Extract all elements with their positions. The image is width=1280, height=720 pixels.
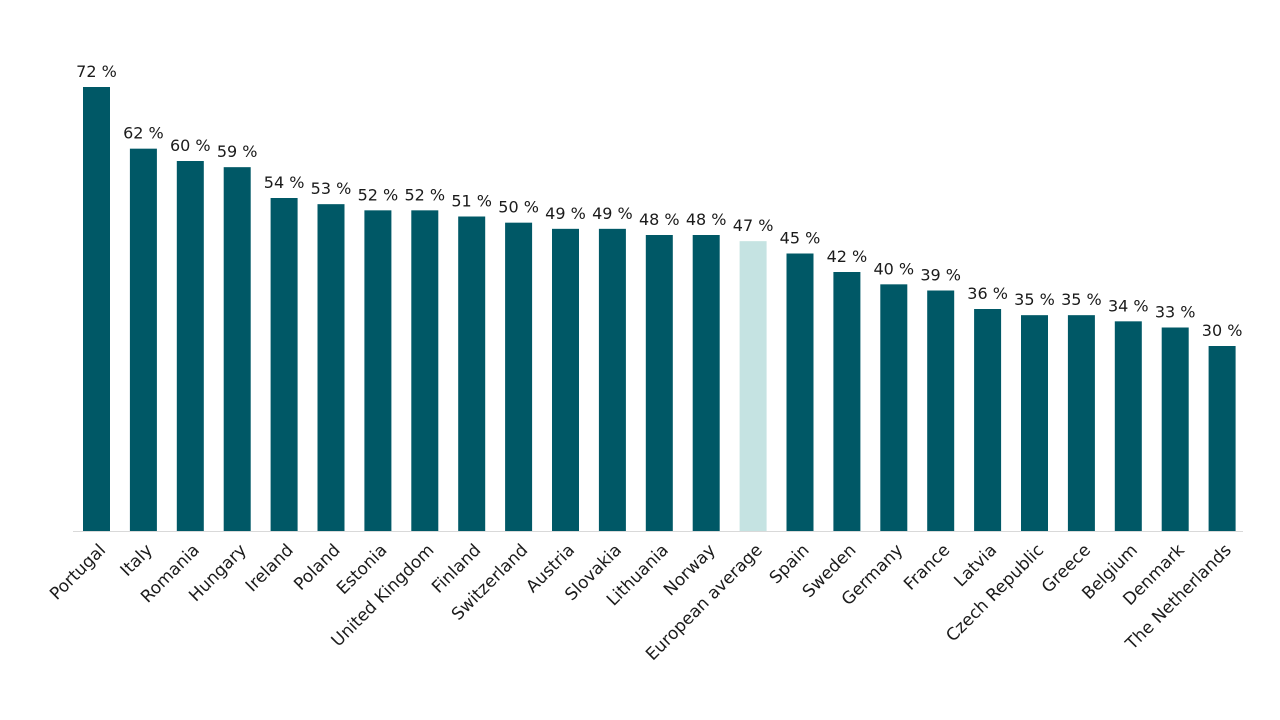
category-labels-group: Portugal ItalyRomaniaHungaryIrelandPoland… [46, 540, 1236, 665]
value-label-romania: 60 % [170, 136, 211, 155]
value-label-the-netherlands: 30 % [1202, 321, 1243, 340]
value-label-hungary: 59 % [217, 142, 258, 161]
value-label-ireland: 54 % [264, 173, 305, 192]
value-label-spain: 45 % [780, 229, 821, 248]
bar-slovakia [598, 228, 626, 532]
bar-germany [880, 284, 908, 531]
bar-switzerland [505, 222, 533, 531]
bar-latvia [974, 309, 1002, 531]
value-label-latvia: 36 % [967, 284, 1008, 303]
bar-lithuania [645, 235, 673, 531]
bar-austria [552, 228, 579, 532]
value-label-greece: 35 % [1061, 290, 1102, 309]
bar-sweden [833, 272, 861, 531]
bar-czech-republic [1021, 315, 1048, 531]
bar-ireland [270, 198, 298, 531]
bar-the-netherlands [1208, 346, 1236, 531]
value-label-slovakia: 49 % [592, 204, 633, 223]
bar-italy [129, 148, 157, 531]
bar-romania [176, 161, 204, 531]
value-label-denmark: 33 % [1155, 303, 1196, 322]
value-label-belgium: 34 % [1108, 296, 1149, 315]
bars-group [83, 87, 1236, 532]
value-label-germany: 40 % [873, 259, 914, 278]
value-label-estonia: 52 % [358, 185, 399, 204]
value-label-finland: 51 % [451, 192, 492, 211]
value-label-norway: 48 % [686, 210, 727, 229]
value-label-poland: 53 % [311, 179, 352, 198]
value-labels-group: 72 % 62 % 60 % 59 % 54 % 53 % 52 % 52 % 51 % 50 %… [76, 62, 1242, 340]
value-label-italy: 62 % [123, 124, 164, 143]
bar-estonia [364, 210, 392, 532]
category-label-ireland: Ireland [242, 540, 298, 596]
value-label-united-kingdom: 52 % [404, 185, 445, 204]
category-label-portugal: Portugal [46, 540, 110, 604]
value-label-austria: 49 % [545, 204, 586, 223]
value-label-portugal: 72 % [76, 62, 117, 81]
category-label-italy: Italy [117, 540, 157, 580]
bar-hungary [223, 167, 251, 531]
value-label-european-average: 47 % [733, 216, 774, 235]
value-label-lithuania: 48 % [639, 210, 680, 229]
value-label-switzerland: 50 % [498, 198, 539, 217]
value-label-czech-republic: 35 % [1014, 290, 1055, 309]
bar-norway [692, 235, 720, 531]
bar-france [927, 290, 955, 531]
bar-finland [458, 216, 486, 531]
category-label-france: France [900, 540, 954, 594]
bar-belgium [1114, 321, 1142, 531]
bar-united-kingdom [411, 210, 439, 532]
bar-poland [317, 204, 345, 531]
value-label-sweden: 42 % [827, 247, 868, 266]
bar-greece [1067, 315, 1095, 531]
bar-denmark [1161, 327, 1189, 531]
bar-european-average [739, 241, 767, 531]
bar-spain [786, 253, 814, 531]
bar-portugal [83, 87, 110, 531]
value-label-france: 39 % [920, 266, 961, 285]
